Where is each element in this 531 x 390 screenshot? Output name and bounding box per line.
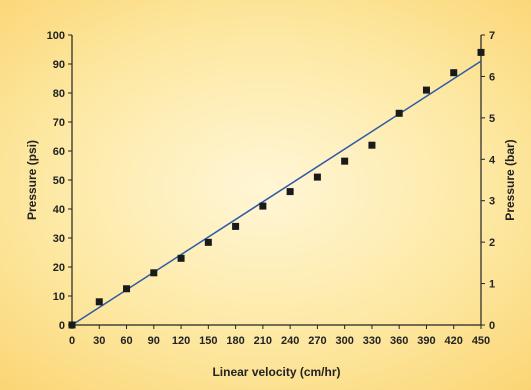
x-tick-label: 390 <box>417 335 435 347</box>
data-point <box>204 238 212 246</box>
y-left-tick-label: 20 <box>53 262 65 274</box>
data-point <box>259 202 267 210</box>
y-left-tick-label: 40 <box>53 204 65 216</box>
y-right-tick-label: 6 <box>489 71 495 83</box>
x-tick-label: 60 <box>120 335 132 347</box>
x-tick-label: 420 <box>445 335 463 347</box>
trendline <box>71 60 482 326</box>
data-point <box>395 109 403 117</box>
y-axis-left-title: Pressure (psi) <box>25 140 39 220</box>
x-tick-label: 300 <box>335 335 353 347</box>
x-tick-label: 30 <box>93 335 105 347</box>
y-left-tick-label: 10 <box>53 291 65 303</box>
x-tick-label: 90 <box>148 335 160 347</box>
y-right-tick-label: 4 <box>489 154 496 166</box>
data-point <box>232 222 240 230</box>
data-point <box>68 321 76 329</box>
data-point <box>177 254 185 262</box>
x-tick-label: 210 <box>254 335 272 347</box>
y-axis-right-title: Pressure (bar) <box>503 139 517 220</box>
y-right-tick-label: 7 <box>489 30 495 42</box>
data-point <box>368 141 376 149</box>
data-point <box>477 48 485 56</box>
plot-area: 0 30 60 90 120 150 180 210 240 270 300 330 360 390 420… <box>47 30 496 347</box>
x-tick-label: 150 <box>199 335 217 347</box>
y-left-tick-label: 90 <box>53 59 65 71</box>
y-right-tick-label: 2 <box>489 237 495 249</box>
y-right-tick-label: 0 <box>489 320 495 332</box>
data-point <box>450 69 458 77</box>
y-right-tick-label: 5 <box>489 113 495 125</box>
x-axis-title: Linear velocity (cm/hr) <box>212 365 340 379</box>
x-tick-label: 0 <box>69 335 75 347</box>
data-point <box>95 298 103 306</box>
y-left-tick-label: 50 <box>53 175 65 187</box>
y-left-tick-label: 80 <box>53 88 65 100</box>
data-point <box>313 173 321 181</box>
y-right-tick-label: 1 <box>489 279 495 291</box>
data-point <box>341 157 349 165</box>
x-tick-label: 360 <box>390 335 408 347</box>
y-left-tick-label: 100 <box>47 30 65 42</box>
data-point <box>422 86 430 94</box>
x-tick-label: 180 <box>226 335 244 347</box>
x-tick-label: 240 <box>281 335 299 347</box>
data-point <box>286 188 294 196</box>
y-left-tick-label: 0 <box>59 320 65 332</box>
data-point <box>123 285 131 293</box>
y-right-tick-label: 3 <box>489 196 495 208</box>
y-left-tick-label: 60 <box>53 146 65 158</box>
x-tick-label: 270 <box>308 335 326 347</box>
y-left-tick-label: 30 <box>53 233 65 245</box>
data-point <box>150 269 158 277</box>
x-tick-label: 330 <box>363 335 381 347</box>
x-tick-label: 120 <box>172 335 190 347</box>
x-tick-label: 450 <box>472 335 490 347</box>
y-left-tick-label: 70 <box>53 117 65 129</box>
